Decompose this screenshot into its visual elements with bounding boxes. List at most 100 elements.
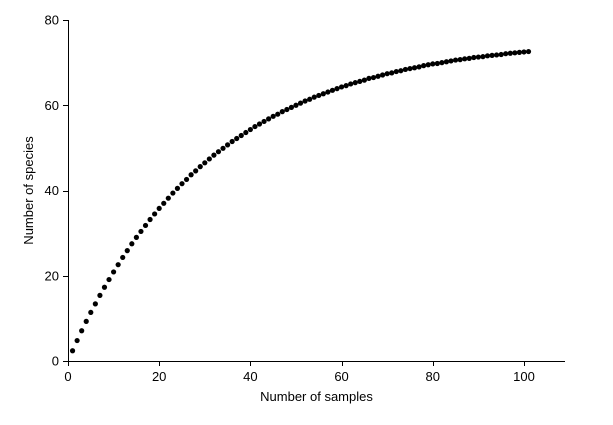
data-point [320,91,326,97]
data-point [402,66,409,73]
data-point [133,234,139,240]
x-tick-label: 40 [243,369,257,384]
data-point [142,222,149,229]
data-point [307,96,313,102]
data-point [439,60,445,66]
data-point [411,65,418,71]
data-point [361,77,367,83]
data-point [348,81,354,87]
data-point [357,78,363,84]
x-tick-label: 20 [152,369,166,384]
data-point [325,89,331,95]
x-tick-label: 80 [426,369,440,384]
data-point [270,113,276,119]
data-point [279,109,285,115]
data-point [101,284,108,290]
data-point [147,216,153,223]
data-point [234,135,240,142]
data-point [247,126,253,133]
data-point [311,94,317,100]
data-point [275,111,281,117]
data-point [425,62,431,68]
data-point [480,54,486,60]
data-point [197,164,203,170]
data-point [110,269,117,275]
data-point [389,70,395,76]
data-point [120,254,126,261]
y-axis-title: Number of species [21,136,36,245]
data-point [452,57,459,63]
data-point [421,63,427,69]
data-point [202,160,208,166]
data-point [375,73,381,79]
data-point [466,55,472,61]
data-point [193,168,199,174]
x-axis-title: Number of samples [260,389,373,404]
data-point [521,49,527,55]
data-point [484,53,491,59]
y-tick-label: 60 [45,98,59,113]
x-tick-label: 100 [513,369,535,384]
data-point [256,121,263,127]
data-point [512,50,518,56]
data-point [124,248,130,254]
data-point [152,211,158,217]
data-point [316,92,322,99]
data-point [74,337,80,344]
data-point [229,138,235,145]
data-point [352,80,358,86]
data-point [293,102,299,108]
data-point [183,176,190,183]
data-point [393,68,399,75]
data-points [69,48,532,354]
data-point [430,61,436,67]
y-tick-label: 40 [45,183,59,198]
data-point [338,84,345,90]
data-point [174,185,181,191]
data-point [398,68,404,74]
data-point [261,118,267,125]
data-point [475,54,481,60]
data-point [188,172,194,178]
data-point [243,129,249,136]
data-point [106,276,112,283]
data-point [179,181,185,187]
data-point [507,50,513,56]
data-point [284,106,290,113]
data-point [206,156,212,162]
data-point [503,51,509,57]
data-point [83,318,89,324]
x-tick-label: 60 [334,369,348,384]
data-point [220,145,226,151]
data-point [329,87,336,93]
data-point [170,190,176,196]
data-point [211,152,217,158]
data-point [498,51,504,58]
data-point [252,123,258,130]
data-point [380,72,386,78]
data-point [165,195,171,201]
data-point [525,48,532,55]
data-point [471,54,477,61]
x-tick-label: 0 [64,369,71,384]
data-point [297,100,304,106]
data-point [384,71,390,77]
data-point [138,228,144,235]
data-point [416,64,422,70]
y-tick-label: 0 [52,354,59,369]
data-point [129,241,135,247]
data-point [489,52,495,58]
data-point [97,292,103,298]
data-point [266,116,272,122]
data-point [457,57,463,63]
data-point [238,132,244,139]
axes [68,20,565,362]
data-point [448,58,454,64]
data-point [366,75,372,81]
x-axis-ticks: 0 20 40 60 80 100 [64,361,535,384]
data-point [407,65,413,72]
data-point [161,200,167,206]
data-point [494,52,500,58]
